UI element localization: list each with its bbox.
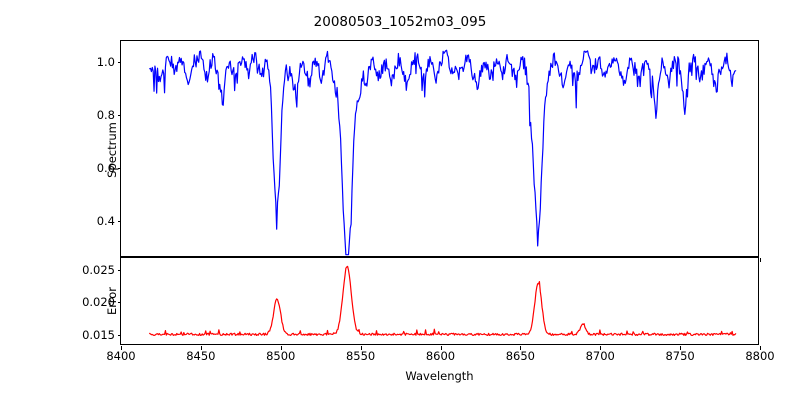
error-ytick-label: 0.020 xyxy=(82,295,115,310)
error-ytick-mark xyxy=(117,269,121,271)
error-xtick-mark xyxy=(280,346,282,350)
spectrum-ytick-mark xyxy=(117,168,121,170)
xtick-label: 8700 xyxy=(585,349,615,363)
error-ytick-mark xyxy=(117,334,121,336)
xtick-label: 8600 xyxy=(425,349,456,363)
error-ytick-label: 0.015 xyxy=(82,327,115,342)
xtick-label: 8800 xyxy=(745,349,775,363)
spectrum-ytick-mark xyxy=(117,62,121,64)
spectrum-xtick-mark xyxy=(760,258,762,262)
page-title: 20080503_1052m03_095 xyxy=(313,14,487,30)
spectrum-ytick-mark xyxy=(117,115,121,117)
spectrum-series-svg xyxy=(149,49,737,256)
error-series-svg xyxy=(149,265,737,337)
xtick-label: 8500 xyxy=(266,349,296,363)
spectrum-ytick-label: 1.0 xyxy=(96,55,115,70)
spectrum-data-line xyxy=(149,49,737,256)
error-xtick-mark xyxy=(760,346,762,350)
error-xtick-mark xyxy=(680,346,682,350)
error-plot-area: Error 0.015 0.020 0.025 8400 8450 8500 8550 860… xyxy=(82,257,775,363)
spectrum-plot-area: Spectrum 0.4 0.6 0.8 1.0 xyxy=(97,40,762,262)
x-axis-label: Wavelength xyxy=(405,369,474,383)
xtick-label: 8750 xyxy=(665,349,695,363)
xtick-label: 8450 xyxy=(186,349,216,363)
spectrum-ytick-label: 0.6 xyxy=(96,161,115,176)
error-xtick-mark xyxy=(121,346,123,350)
error-xtick-mark xyxy=(360,346,362,350)
error-xtick-mark xyxy=(200,346,202,350)
error-xtick-mark xyxy=(440,346,442,350)
error-ytick-label: 0.025 xyxy=(82,262,115,277)
error-ytick-mark xyxy=(117,302,121,304)
spectrum-ytick-label: 0.8 xyxy=(96,108,115,123)
xtick-label: 8400 xyxy=(106,349,136,363)
xtick-label: 8650 xyxy=(505,349,536,363)
error-xtick-mark xyxy=(600,346,602,350)
xtick-label: 8550 xyxy=(345,349,376,363)
spectrum-ytick-label: 0.4 xyxy=(96,213,115,228)
error-xtick-mark xyxy=(520,346,522,350)
error-data-line xyxy=(149,265,737,337)
spectrum-ytick-mark xyxy=(117,220,121,223)
